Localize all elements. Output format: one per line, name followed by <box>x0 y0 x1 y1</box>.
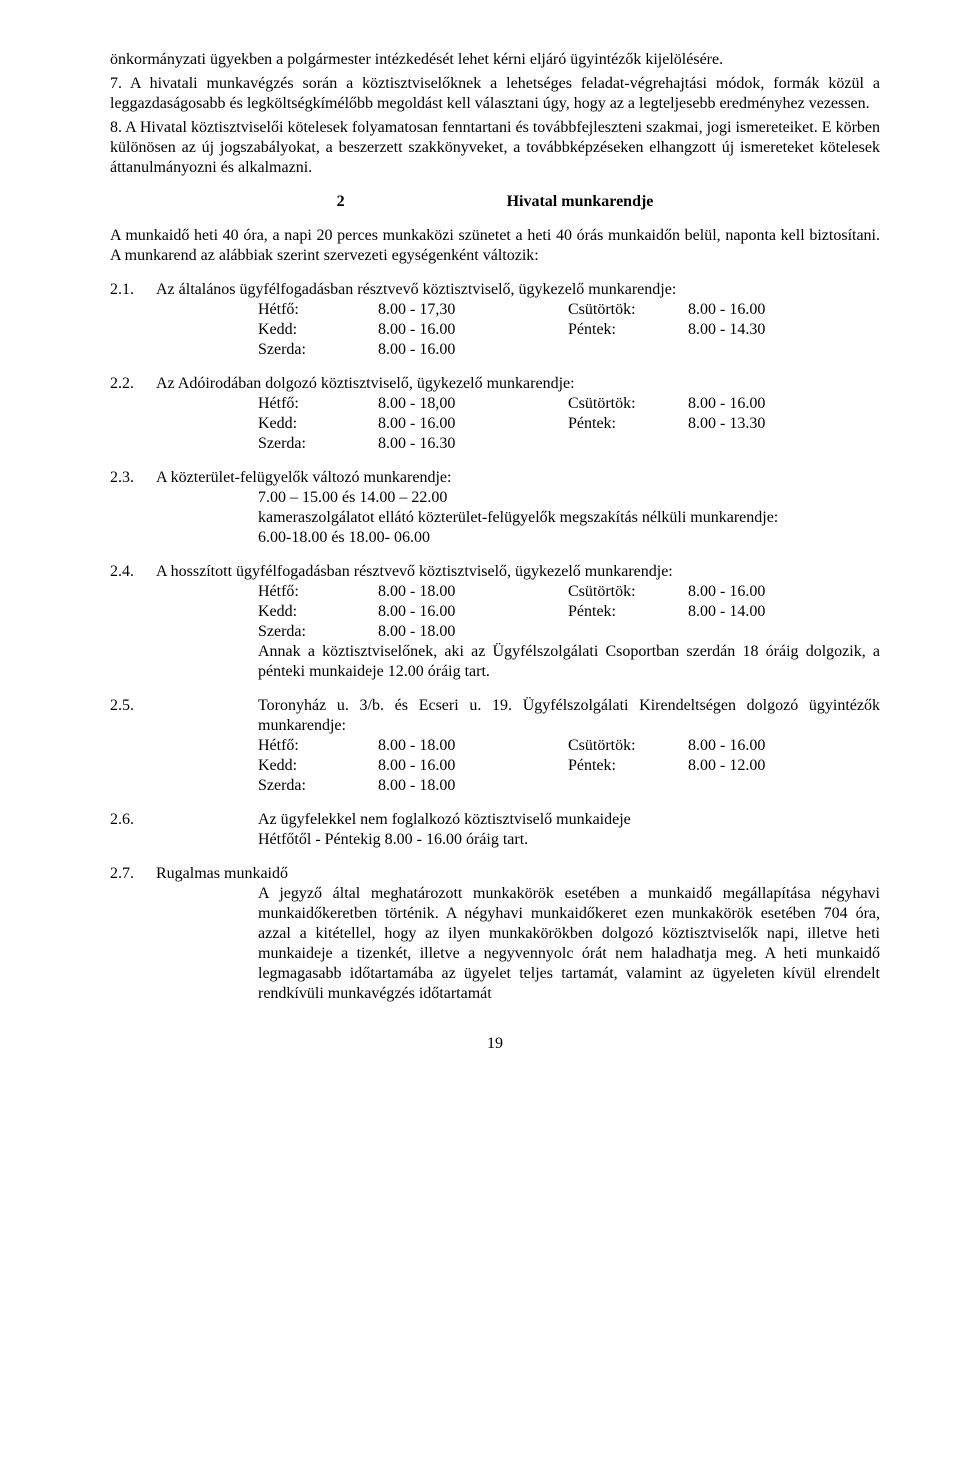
day-label: Kedd: <box>258 756 378 776</box>
day-label: Péntek: <box>568 756 688 776</box>
subsection-2-3: 2.3.A közterület-felügyelők változó munk… <box>110 468 880 548</box>
sub-num-2-3: 2.3. <box>110 468 156 488</box>
day-label: Csütörtök: <box>568 300 688 320</box>
time-value: 8.00 - 16.00 <box>688 300 838 320</box>
sub-num-2-5: 2.5. <box>110 696 258 716</box>
subsection-2-6: 2.6.Az ügyfelekkel nem foglalkozó köztis… <box>110 810 880 850</box>
page-number: 19 <box>110 1034 880 1054</box>
schedule-row: Hétfő: 8.00 - 18.00 Csütörtök: 8.00 - 16… <box>258 582 880 602</box>
time-value: 8.00 - 18.00 <box>378 736 568 756</box>
time-value: 8.00 - 16.00 <box>378 320 568 340</box>
note-2-4: Annak a köztisztviselőnek, aki az Ügyfél… <box>258 642 880 682</box>
section2-title: Hivatal munkarendje <box>507 193 654 210</box>
time-value: 8.00 - 18.00 <box>378 776 568 796</box>
day-label: Hétfő: <box>258 736 378 756</box>
subsection-2-7: 2.7.Rugalmas munkaidő A jegyző által meg… <box>110 864 880 1004</box>
time-value: 8.00 - 16.00 <box>378 756 568 776</box>
subsection-2-5: 2.5.Toronyház u. 3/b. és Ecseri u. 19. Ü… <box>110 696 880 796</box>
schedule-row: Kedd: 8.00 - 16.00 Péntek: 8.00 - 14.30 <box>258 320 880 340</box>
sub-title-2-1: Az általános ügyfélfogadásban résztvevő … <box>156 280 880 300</box>
schedule-row: Kedd: 8.00 - 16.00 Péntek: 8.00 - 14.00 <box>258 602 880 622</box>
time-value: 8.00 - 18.00 <box>378 582 568 602</box>
body-2-7: A jegyző által meghatározott munkakörök … <box>258 884 880 1004</box>
time-value: 8.00 - 16.00 <box>378 602 568 622</box>
sub-title-2-3: A közterület-felügyelők változó munkaren… <box>156 468 880 488</box>
sub-num-2-4: 2.4. <box>110 562 156 582</box>
schedule-row: Hétfő: 8.00 - 18,00 Csütörtök: 8.00 - 16… <box>258 394 880 414</box>
day-label: Péntek: <box>568 602 688 622</box>
subsection-2-4: 2.4.A hosszított ügyfélfogadásban résztv… <box>110 562 880 682</box>
subsection-2-1: 2.1.Az általános ügyfélfogadásban résztv… <box>110 280 880 360</box>
schedule-row: Szerda: 8.00 - 16.00 <box>258 340 880 360</box>
day-label: Kedd: <box>258 414 378 434</box>
time-value: 8.00 - 17,30 <box>378 300 568 320</box>
schedule-row: Szerda: 8.00 - 18.00 <box>258 622 880 642</box>
time-value: 8.00 - 18.00 <box>378 622 568 642</box>
sub-num-2-7: 2.7. <box>110 864 156 884</box>
section2-num: 2 <box>337 192 507 212</box>
day-label: Csütörtök: <box>568 394 688 414</box>
day-label: Csütörtök: <box>568 582 688 602</box>
time-value: 8.00 - 13.30 <box>688 414 838 434</box>
time-value: 8.00 - 16.30 <box>378 434 568 454</box>
day-label: Kedd: <box>258 320 378 340</box>
line-2-3-3: 6.00-18.00 és 18.00- 06.00 <box>258 528 880 548</box>
schedule-row: Szerda: 8.00 - 18.00 <box>258 776 880 796</box>
time-value: 8.00 - 16.00 <box>378 414 568 434</box>
time-value: 8.00 - 14.00 <box>688 602 838 622</box>
day-label: Hétfő: <box>258 300 378 320</box>
time-value: 8.00 - 16.00 <box>688 736 838 756</box>
day-label: Kedd: <box>258 602 378 622</box>
time-value: 8.00 - 18,00 <box>378 394 568 414</box>
time-value: 8.00 - 16.00 <box>688 394 838 414</box>
day-label: Szerda: <box>258 776 378 796</box>
section2-heading: 2Hivatal munkarendje <box>110 192 880 212</box>
day-label: Csütörtök: <box>568 736 688 756</box>
time-value: 8.00 - 12.00 <box>688 756 838 776</box>
schedule-row: Hétfő: 8.00 - 17,30 Csütörtök: 8.00 - 16… <box>258 300 880 320</box>
section2-lead: A munkaidő heti 40 óra, a napi 20 perces… <box>110 226 880 266</box>
time-value: 8.00 - 16.00 <box>688 582 838 602</box>
sub-title-2-4: A hosszított ügyfélfogadásban résztvevő … <box>156 562 880 582</box>
sub-num-2-1: 2.1. <box>110 280 156 300</box>
schedule-2-4: Hétfő: 8.00 - 18.00 Csütörtök: 8.00 - 16… <box>258 582 880 642</box>
schedule-2-5: Hétfő: 8.00 - 18.00 Csütörtök: 8.00 - 16… <box>258 736 880 796</box>
line-2-3-2: kameraszolgálatot ellátó közterület-felü… <box>258 508 880 528</box>
day-label: Hétfő: <box>258 582 378 602</box>
intro-p1: önkormányzati ügyekben a polgármester in… <box>110 50 880 70</box>
day-label: Szerda: <box>258 340 378 360</box>
schedule-row: Hétfő: 8.00 - 18.00 Csütörtök: 8.00 - 16… <box>258 736 880 756</box>
day-label: Péntek: <box>568 414 688 434</box>
sub-title-2-6: Az ügyfelekkel nem foglalkozó köztisztvi… <box>258 810 880 830</box>
time-value: 8.00 - 14.30 <box>688 320 838 340</box>
line-2-6: Hétfőtől - Péntekig 8.00 - 16.00 óráig t… <box>258 830 880 850</box>
sub-num-2-2: 2.2. <box>110 374 156 394</box>
day-label: Hétfő: <box>258 394 378 414</box>
sub-title-2-2: Az Adóirodában dolgozó köztisztviselő, ü… <box>156 374 880 394</box>
schedule-2-2: Hétfő: 8.00 - 18,00 Csütörtök: 8.00 - 16… <box>258 394 880 454</box>
intro-p2: 7. A hivatali munkavégzés során a köztis… <box>110 74 880 114</box>
intro-p3: 8. A Hivatal köztisztviselői kötelesek f… <box>110 118 880 178</box>
subsection-2-2: 2.2.Az Adóirodában dolgozó köztisztvisel… <box>110 374 880 454</box>
day-label: Szerda: <box>258 622 378 642</box>
day-label: Szerda: <box>258 434 378 454</box>
sub-num-2-6: 2.6. <box>110 810 258 830</box>
sub-title-2-7: Rugalmas munkaidő <box>156 864 880 884</box>
schedule-2-1: Hétfő: 8.00 - 17,30 Csütörtök: 8.00 - 16… <box>258 300 880 360</box>
schedule-row: Kedd: 8.00 - 16.00 Péntek: 8.00 - 13.30 <box>258 414 880 434</box>
schedule-row: Kedd: 8.00 - 16.00 Péntek: 8.00 - 12.00 <box>258 756 880 776</box>
time-value: 8.00 - 16.00 <box>378 340 568 360</box>
day-label: Péntek: <box>568 320 688 340</box>
schedule-row: Szerda: 8.00 - 16.30 <box>258 434 880 454</box>
sub-title-2-5: Toronyház u. 3/b. és Ecseri u. 19. Ügyfé… <box>258 696 880 736</box>
line-2-3-1: 7.00 – 15.00 és 14.00 – 22.00 <box>258 488 880 508</box>
